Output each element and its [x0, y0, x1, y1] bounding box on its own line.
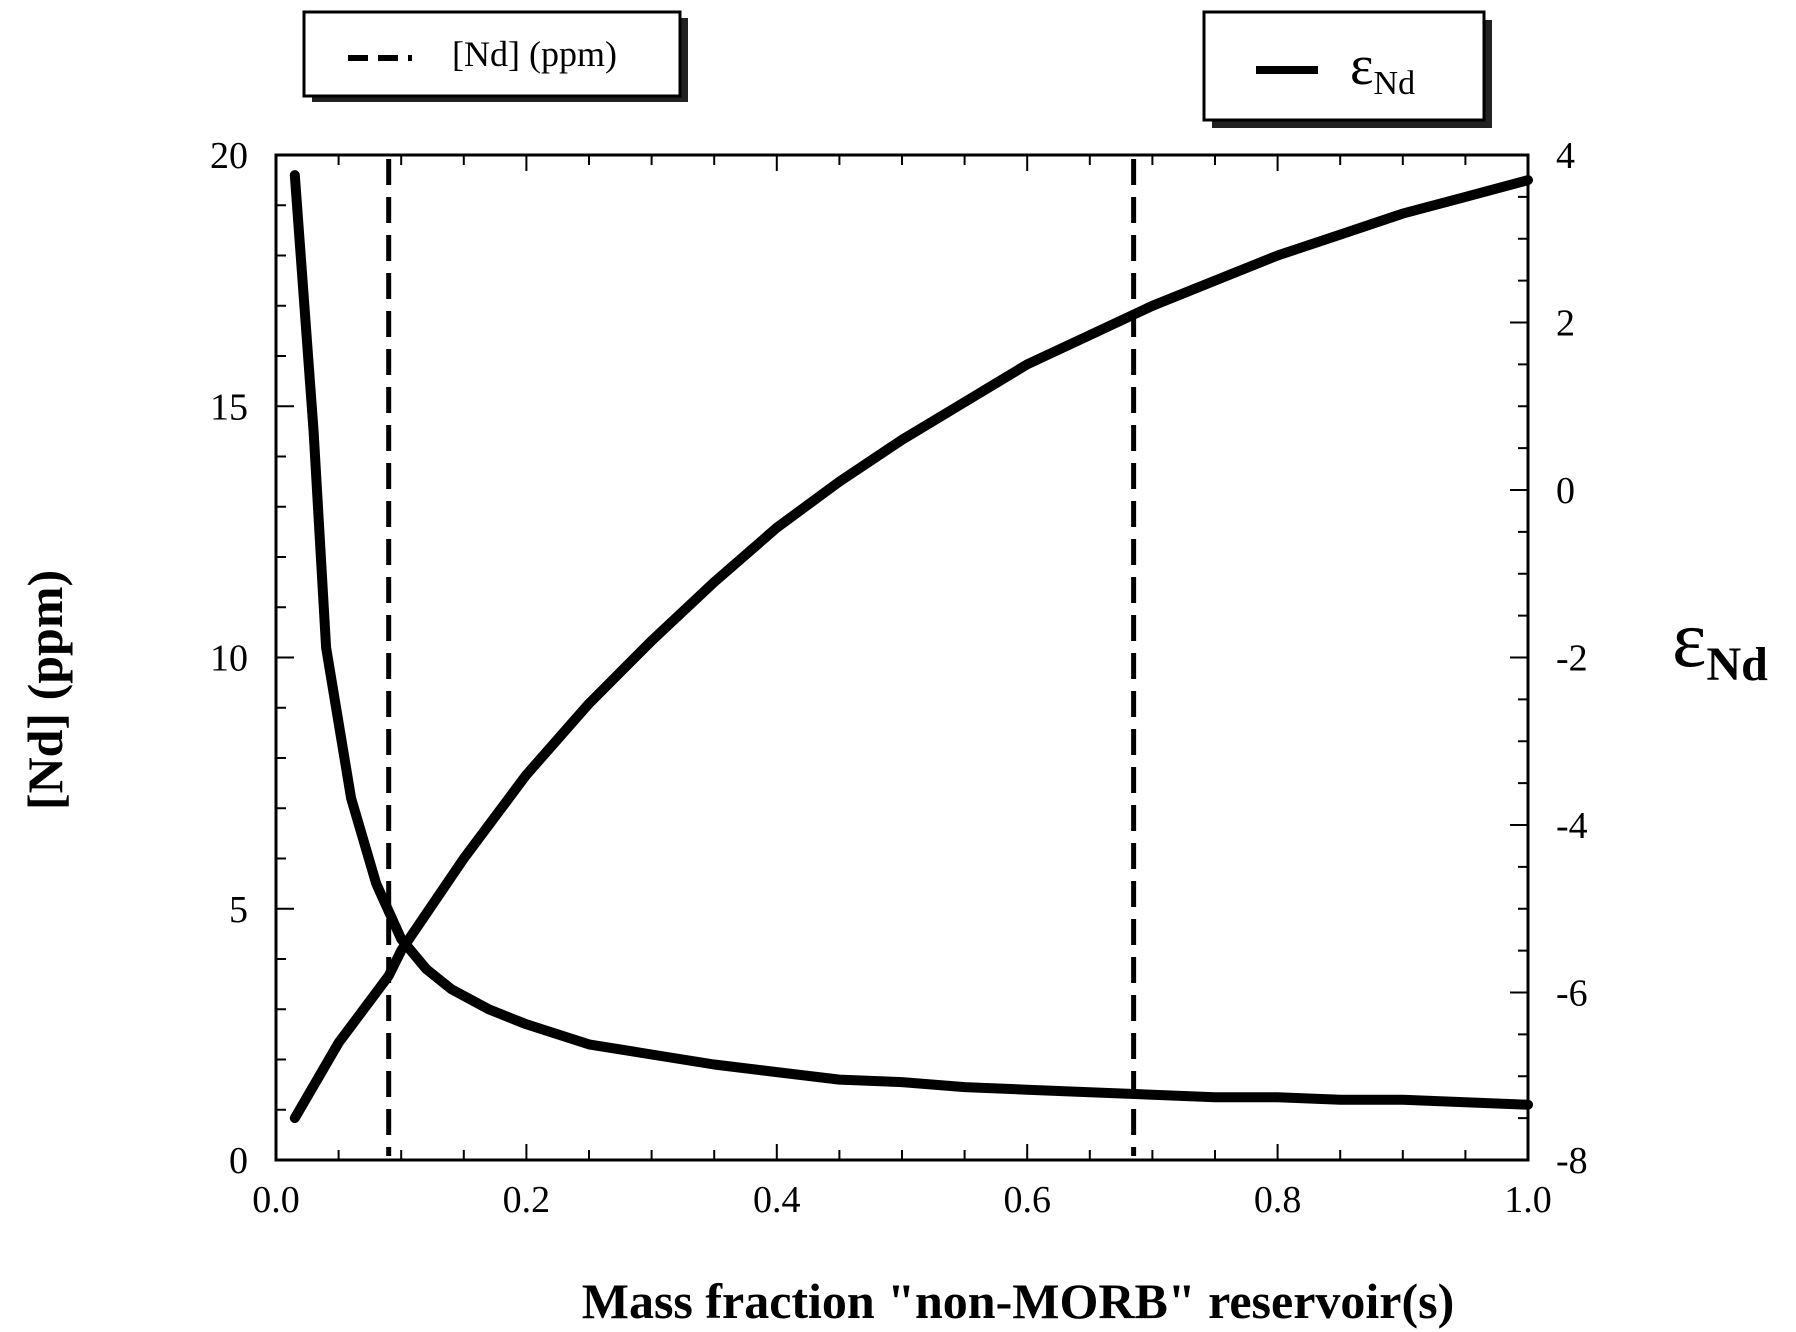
x-tick-label: 0.2: [503, 1179, 551, 1221]
y-right-tick-label: -4: [1556, 805, 1588, 847]
y-axis-right-title: εNd: [1672, 593, 1768, 691]
series-lines: [289, 170, 1533, 1124]
y-right-tick-label: 4: [1556, 135, 1575, 177]
y-left-tick-label: 5: [229, 889, 248, 931]
x-tick-label: 0.6: [1003, 1179, 1051, 1221]
series-line-eps-nd: [289, 175, 1533, 1124]
y-left-tick-label: 20: [210, 135, 248, 177]
y-right-tick-label: 2: [1556, 303, 1575, 345]
reference-lines: [386, 159, 1137, 1156]
x-tick-label: 0.0: [252, 1179, 300, 1221]
series-line-nd-ppm: [289, 170, 1533, 1110]
legend-right: εNd: [1202, 10, 1492, 128]
legend-right-box: [1202, 10, 1486, 122]
legend-left-box: [302, 10, 682, 98]
axis-ticks: [275, 154, 1529, 1161]
x-axis-title: Mass fraction "non-MORB" reservoir(s): [582, 1273, 1455, 1329]
legend-left-label: [Nd] (ppm): [452, 34, 617, 74]
y-right-tick-label: -6: [1556, 973, 1588, 1015]
y-right-tick-label: -2: [1556, 638, 1588, 680]
x-tick-label: 0.8: [1254, 1179, 1302, 1221]
y-left-tick-label: 10: [210, 638, 248, 680]
y-axis-left-title: [Nd] (ppm): [17, 570, 73, 810]
y-right-tick-label: -8: [1556, 1140, 1588, 1182]
legend-left: [Nd] (ppm): [302, 10, 688, 102]
x-tick-label: 1.0: [1504, 1179, 1552, 1221]
y-left-tick-label: 15: [210, 386, 248, 428]
axis-tick-labels: 0.0 0.2 0.4 0.6 0.8 1.0 0 5 10 15 20 -8 -6 -4 -2 0 2 4: [210, 135, 1588, 1221]
y-left-tick-label: 0: [229, 1140, 248, 1182]
x-tick-label: 0.4: [753, 1179, 801, 1221]
plot-frame: [274, 153, 1530, 1162]
legend-right-label: εNd: [1350, 35, 1415, 102]
y-right-tick-label: 0: [1556, 470, 1575, 512]
